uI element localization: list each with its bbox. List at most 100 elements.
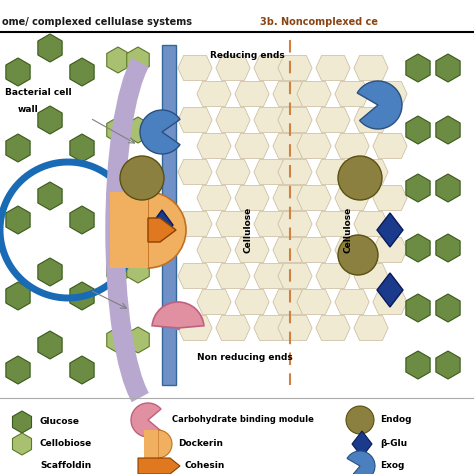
Polygon shape (254, 264, 288, 289)
Polygon shape (107, 257, 129, 283)
Polygon shape (12, 411, 32, 433)
Polygon shape (254, 316, 288, 340)
Polygon shape (278, 264, 312, 289)
Polygon shape (352, 431, 372, 457)
Polygon shape (216, 316, 250, 340)
Polygon shape (38, 331, 62, 359)
Wedge shape (148, 192, 186, 268)
Polygon shape (406, 234, 430, 262)
Polygon shape (373, 185, 407, 210)
Polygon shape (254, 211, 288, 237)
Text: Reducing ends: Reducing ends (210, 51, 285, 60)
Polygon shape (127, 47, 149, 73)
Circle shape (338, 156, 382, 200)
Text: Cellobiose: Cellobiose (40, 439, 92, 448)
Polygon shape (178, 160, 212, 184)
Polygon shape (127, 257, 149, 283)
Circle shape (120, 156, 164, 200)
Polygon shape (151, 210, 173, 240)
Polygon shape (278, 211, 312, 237)
Polygon shape (38, 34, 62, 62)
Polygon shape (316, 211, 350, 237)
Polygon shape (216, 211, 250, 237)
Polygon shape (70, 58, 94, 86)
Text: 3b. Noncomplexed ce: 3b. Noncomplexed ce (260, 17, 378, 27)
Polygon shape (216, 160, 250, 184)
Polygon shape (436, 54, 460, 82)
Polygon shape (38, 106, 62, 134)
Polygon shape (335, 134, 369, 158)
Polygon shape (197, 290, 231, 314)
Polygon shape (254, 55, 288, 81)
Polygon shape (38, 258, 62, 286)
Text: Scaffoldin: Scaffoldin (40, 462, 91, 471)
Text: Exog: Exog (380, 462, 404, 471)
Text: Cellulose: Cellulose (244, 207, 253, 253)
Text: Bacterial cell: Bacterial cell (5, 88, 72, 97)
Polygon shape (273, 82, 307, 107)
Polygon shape (127, 187, 149, 213)
Polygon shape (316, 160, 350, 184)
Polygon shape (354, 211, 388, 237)
Polygon shape (377, 213, 403, 247)
Polygon shape (70, 282, 94, 310)
Polygon shape (6, 206, 30, 234)
Text: β-Glu: β-Glu (380, 439, 407, 448)
Text: Non reducing ends: Non reducing ends (197, 353, 293, 362)
Polygon shape (70, 206, 94, 234)
Text: ome/ complexed cellulase systems: ome/ complexed cellulase systems (2, 17, 192, 27)
Polygon shape (297, 237, 331, 263)
Polygon shape (178, 316, 212, 340)
Polygon shape (316, 108, 350, 132)
Polygon shape (335, 290, 369, 314)
Wedge shape (131, 403, 161, 437)
Polygon shape (178, 108, 212, 132)
Polygon shape (406, 351, 430, 379)
Polygon shape (127, 327, 149, 353)
Polygon shape (6, 58, 30, 86)
Polygon shape (316, 316, 350, 340)
Polygon shape (254, 108, 288, 132)
Polygon shape (216, 264, 250, 289)
Polygon shape (235, 134, 269, 158)
Polygon shape (235, 185, 269, 210)
Polygon shape (197, 82, 231, 107)
FancyBboxPatch shape (144, 430, 158, 458)
Polygon shape (436, 351, 460, 379)
Polygon shape (138, 458, 180, 474)
Polygon shape (436, 294, 460, 322)
Polygon shape (70, 134, 94, 162)
Polygon shape (406, 116, 430, 144)
Polygon shape (235, 290, 269, 314)
Polygon shape (197, 237, 231, 263)
FancyBboxPatch shape (110, 192, 148, 268)
Text: Cohesin: Cohesin (185, 462, 225, 471)
Polygon shape (406, 174, 430, 202)
Polygon shape (235, 82, 269, 107)
Polygon shape (107, 117, 129, 143)
Polygon shape (373, 82, 407, 107)
Polygon shape (335, 185, 369, 210)
Wedge shape (158, 430, 172, 458)
Polygon shape (406, 294, 430, 322)
Polygon shape (178, 211, 212, 237)
Polygon shape (197, 185, 231, 210)
Polygon shape (273, 290, 307, 314)
Polygon shape (107, 187, 129, 213)
Polygon shape (335, 237, 369, 263)
Polygon shape (273, 185, 307, 210)
Polygon shape (6, 134, 30, 162)
Polygon shape (373, 134, 407, 158)
Polygon shape (216, 55, 250, 81)
Text: wall: wall (18, 105, 39, 114)
Polygon shape (178, 264, 212, 289)
Polygon shape (297, 185, 331, 210)
Polygon shape (406, 54, 430, 82)
Polygon shape (436, 234, 460, 262)
Circle shape (338, 235, 378, 275)
Polygon shape (216, 108, 250, 132)
Polygon shape (6, 282, 30, 310)
Polygon shape (278, 160, 312, 184)
Polygon shape (178, 55, 212, 81)
Polygon shape (107, 47, 129, 73)
